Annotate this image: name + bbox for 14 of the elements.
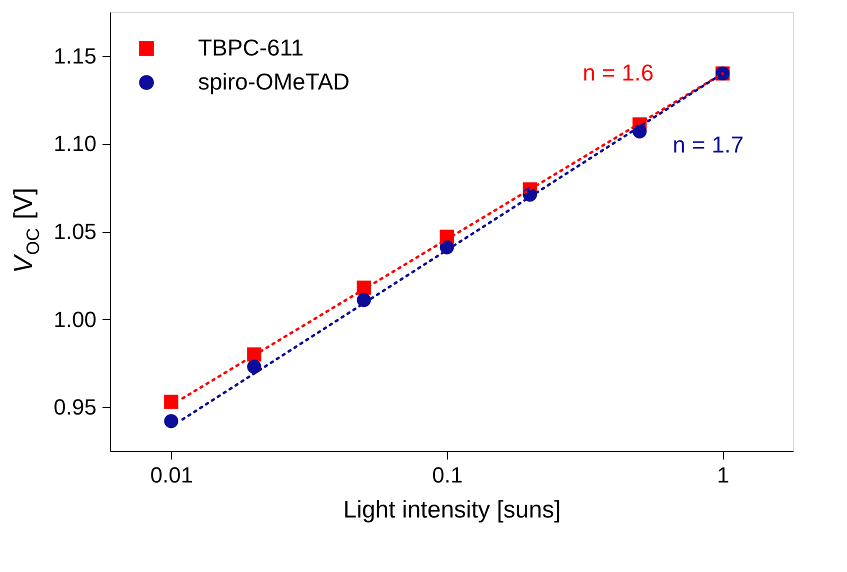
y-tick-label: 1.05 <box>54 219 96 244</box>
x-axis-title: Light intensity [suns] <box>343 496 561 524</box>
x-tick-label: 1 <box>716 462 730 488</box>
x-tick-label: 0.1 <box>432 462 463 488</box>
series-label: n = 1.7 <box>672 131 744 158</box>
y-axis-title: VOC [V] <box>8 188 43 274</box>
series-label: n = 1.6 <box>582 59 654 86</box>
y-tick-label: 1.15 <box>54 43 96 68</box>
y-tick-label: 0.95 <box>54 394 96 420</box>
legend-label: TBPC-611 <box>198 34 304 60</box>
y-tick-label: 1.00 <box>54 306 96 332</box>
y-tick-label: 1.10 <box>54 131 96 156</box>
x-tick-label: 0.01 <box>150 462 194 488</box>
legend-label: spiro-OMeTAD <box>198 68 350 94</box>
